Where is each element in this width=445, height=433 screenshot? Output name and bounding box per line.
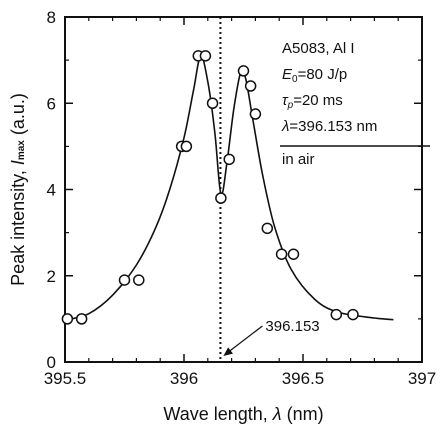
x-tick-label: 397 <box>408 369 436 388</box>
data-point <box>208 98 218 108</box>
data-point <box>120 275 130 285</box>
y-tick-label: 6 <box>47 94 56 113</box>
data-point <box>331 310 341 320</box>
x-axis-title: Wave length, λ (nm) <box>163 404 323 424</box>
annotation-block: A5083, Al I E0=80 J/p τp=20 ms λ=396.153… <box>280 40 430 168</box>
data-point <box>77 314 87 324</box>
y-tick-label: 2 <box>47 267 56 286</box>
data-point <box>288 249 298 259</box>
annotation-line-5: in air <box>282 151 315 168</box>
annotation-line-1: A5083, Al I <box>282 40 355 57</box>
data-point <box>277 249 287 259</box>
reference-arrow <box>228 326 262 352</box>
data-point <box>134 275 144 285</box>
y-tick-label: 4 <box>47 181 56 200</box>
reference-arrowhead <box>223 347 233 356</box>
data-point <box>250 109 260 119</box>
data-point <box>348 310 358 320</box>
annotation-line-4: λ=396.153 nm <box>281 118 377 135</box>
data-point <box>246 81 256 91</box>
data-point <box>224 154 234 164</box>
data-point <box>216 193 226 203</box>
x-tick-label: 396.5 <box>282 369 325 388</box>
data-point <box>200 51 210 61</box>
data-point <box>262 223 272 233</box>
annotation-line-3: τp=20 ms <box>282 92 343 111</box>
x-tick-label: 396 <box>170 369 198 388</box>
data-point <box>181 141 191 151</box>
data-point <box>62 314 72 324</box>
data-point <box>239 66 249 76</box>
y-tick-label: 8 <box>47 8 56 27</box>
y-tick-label: 0 <box>47 353 56 372</box>
y-axis-title: Peak intensity, Imax (a.u.) <box>8 93 28 286</box>
reference-label: 396.153 <box>265 318 319 335</box>
annotation-line-2: E0=80 J/p <box>282 66 347 85</box>
fit-curve <box>65 56 393 320</box>
